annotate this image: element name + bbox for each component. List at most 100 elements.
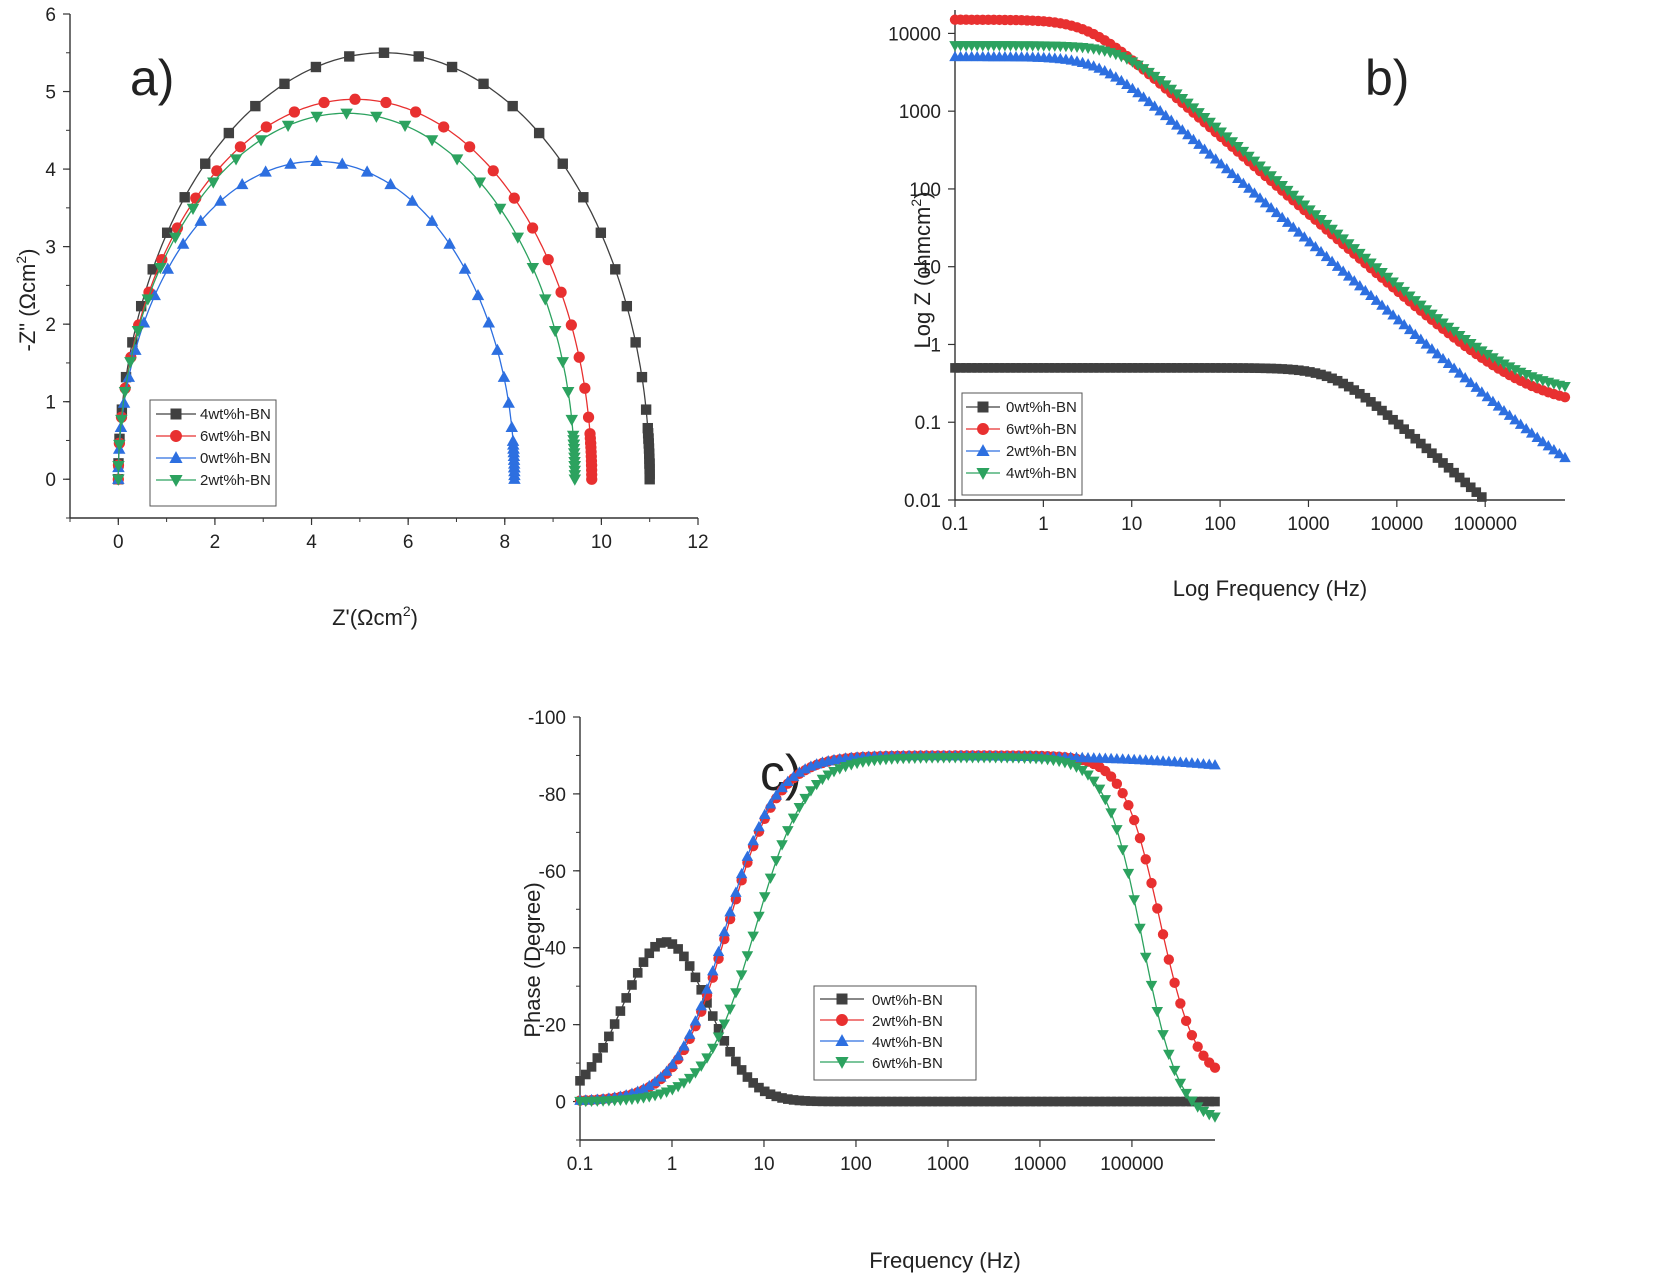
panel-a-point	[410, 106, 422, 118]
panel-c-point	[1198, 1050, 1209, 1061]
panel-b-point	[1159, 80, 1172, 91]
panel-c-point	[1169, 977, 1180, 989]
panel-b-point	[1111, 363, 1121, 373]
panel-c-point	[621, 993, 631, 1003]
panel-c-point	[1192, 1096, 1203, 1107]
panel-c-point	[834, 1096, 845, 1107]
panel-c-point	[973, 1096, 984, 1107]
panel-c-point	[735, 867, 748, 879]
panel-b-point	[1559, 381, 1571, 393]
panel-b-point	[1332, 375, 1343, 386]
panel-b-point	[1083, 363, 1093, 373]
panel-a-legend-label: 4wt%h-BN	[200, 406, 271, 423]
panel-b-point	[1183, 363, 1193, 373]
panel-c-point	[1140, 854, 1151, 865]
panel-c-point	[852, 1096, 862, 1107]
panel-a-point	[234, 141, 246, 153]
panel-c-point	[921, 1096, 932, 1107]
panel-b-point	[1187, 133, 1200, 145]
panel-b-legend-label: 0wt%h-BN	[1006, 399, 1077, 416]
panel-a-point	[502, 396, 515, 408]
panel-b-xtick-label: 1	[1038, 514, 1049, 535]
panel-a-point	[378, 47, 390, 58]
panel-b-point	[1309, 240, 1322, 252]
panel-b-point	[1255, 363, 1265, 374]
panel-c-point	[1140, 1096, 1151, 1107]
panel-c-legend-label: 0wt%h-BN	[872, 992, 943, 1009]
panel-b-point	[1271, 363, 1282, 374]
panel-b-point	[1464, 376, 1477, 388]
panel-a-point	[127, 337, 138, 348]
panel-c-point	[956, 1096, 966, 1107]
panel-b-point	[1088, 363, 1099, 373]
panel-c-point	[1168, 1065, 1181, 1077]
panel-c-point	[627, 980, 637, 990]
panel-a-point	[533, 127, 545, 139]
panel-c-point	[1088, 1096, 1099, 1107]
panel-b-point	[1182, 98, 1194, 109]
panel-b-point	[1210, 363, 1221, 373]
panel-c-point	[967, 1096, 978, 1107]
panel-b-point	[1282, 364, 1293, 375]
panel-b-point	[1387, 309, 1399, 320]
panel-a-legend-marker	[169, 475, 183, 487]
panel-b-point	[1420, 338, 1433, 349]
panel-c-point	[1191, 1102, 1204, 1113]
panel-a-point	[584, 428, 596, 440]
panel-b-point	[1022, 363, 1032, 373]
panel-a-point	[171, 222, 184, 234]
panel-c-point	[712, 945, 725, 957]
panel-b-point	[1198, 143, 1211, 154]
panel-c-point	[1209, 759, 1221, 770]
panel-c-point	[724, 906, 736, 917]
panel-c-point	[961, 1096, 972, 1107]
panel-c-xtick-label: 10000	[1014, 1154, 1067, 1175]
panel-b-point	[1316, 369, 1326, 380]
panel-c-point	[1077, 1096, 1088, 1107]
panel-a-legend: 4wt%h-BN 6wt%h-BN 0wt%h-BN 2wt%h-BN	[149, 399, 277, 507]
panel-a-point	[137, 316, 151, 328]
panel-c-point	[731, 1056, 741, 1067]
panel-c-point	[753, 820, 765, 832]
panel-c-point	[944, 1096, 955, 1107]
panel-b-point	[1072, 363, 1082, 373]
panel-c-point	[713, 1024, 724, 1034]
panel-b-point	[1143, 95, 1155, 107]
panel-b-point	[1248, 187, 1261, 198]
panel-c-point	[1111, 778, 1123, 789]
panel-c-point	[1180, 1015, 1192, 1027]
panel-b-point	[955, 363, 966, 373]
panel-c-point	[794, 1095, 805, 1106]
panel-b-xtick-label: 100	[1204, 514, 1236, 535]
panel-c-point	[840, 1096, 851, 1107]
panel-b-point	[1205, 363, 1215, 373]
panel-c-point	[1083, 1096, 1093, 1107]
panel-b-ytick-label: 0.1	[915, 413, 941, 434]
panel-b-point	[1426, 309, 1438, 320]
panel-c-legend-marker	[835, 1034, 849, 1046]
panel-c-point	[805, 786, 817, 797]
panel-c-point	[858, 1096, 868, 1107]
panel-b-point	[1442, 322, 1455, 334]
panel-a-point	[235, 177, 249, 190]
panel-c-point	[828, 767, 840, 778]
panel-b-point	[1454, 472, 1465, 483]
panel-b-point	[1459, 372, 1471, 383]
panel-a-point	[526, 222, 539, 234]
panel-a-point	[497, 370, 511, 382]
panel-a-point	[284, 157, 297, 169]
panel-b-point	[1460, 477, 1470, 488]
panel-b-xtick-label: 0.1	[942, 514, 968, 535]
panel-c-point	[898, 1096, 909, 1107]
panel-a-xtick-label: 10	[591, 532, 612, 553]
panel-b-point	[1176, 124, 1189, 135]
panel-c-ytick-label: -80	[539, 785, 566, 806]
panel-c-point	[799, 793, 811, 805]
panel-b-point	[1182, 128, 1194, 140]
panel-c-point	[1169, 1096, 1180, 1107]
panel-b-point	[1453, 331, 1466, 342]
panel-b-point	[1354, 279, 1366, 291]
panel-b-legend-label: 6wt%h-BN	[1006, 421, 1077, 438]
panel-b-point	[1005, 363, 1016, 373]
panel-c-point	[615, 1006, 626, 1016]
